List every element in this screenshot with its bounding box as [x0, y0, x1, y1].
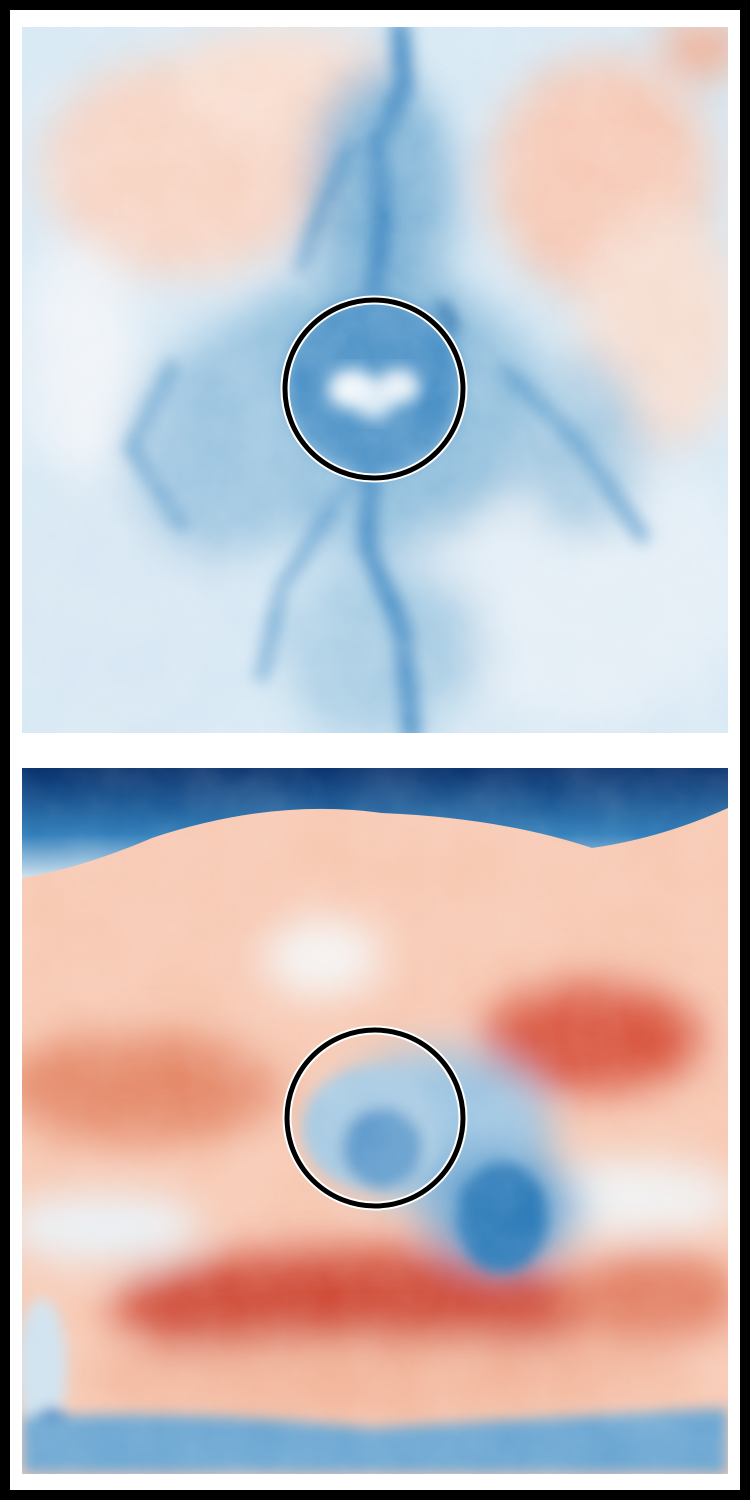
top-panel-heatmap	[22, 27, 728, 733]
bottom-panel-heatmap	[22, 768, 728, 1474]
figure	[10, 10, 740, 1490]
bottom-highlight-circle	[284, 1027, 466, 1209]
top-panel-field	[22, 27, 728, 733]
top-highlight-circle	[282, 297, 466, 481]
bottom-panel-field	[22, 768, 728, 1474]
